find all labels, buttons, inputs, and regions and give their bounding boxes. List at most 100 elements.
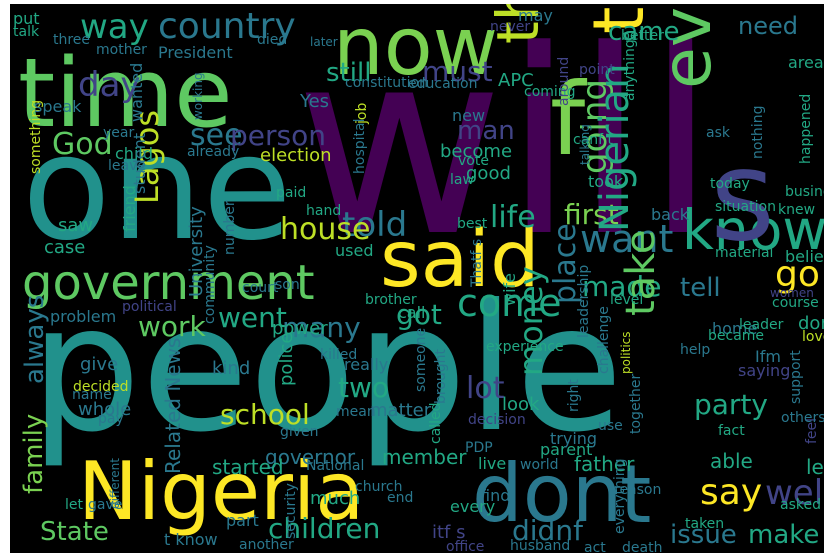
cloud-word: still: [326, 58, 371, 88]
cloud-word: want: [580, 217, 673, 261]
cloud-word: University: [186, 206, 207, 297]
cloud-word: t: [620, 448, 651, 541]
cloud-word: name: [72, 387, 112, 403]
cloud-word: three: [53, 32, 90, 48]
cloud-word: father: [574, 452, 635, 476]
cloud-word: now: [333, 4, 498, 93]
cloud-word: happened: [798, 94, 814, 164]
cloud-word: case: [44, 237, 85, 258]
cloud-word: place: [548, 223, 583, 304]
cloud-word: speak: [34, 97, 82, 116]
cloud-word: better: [621, 28, 664, 44]
cloud-word: even: [648, 4, 727, 89]
cloud-word: started: [212, 455, 284, 479]
cloud-word: family: [19, 414, 49, 494]
cloud-word: brought: [433, 348, 449, 404]
cloud-word: member: [382, 445, 467, 469]
cloud-word: anything: [622, 39, 638, 101]
cloud-word: done: [798, 313, 824, 334]
cloud-word: politics: [619, 331, 633, 374]
cloud-word: police: [276, 333, 297, 386]
cloud-word: today: [710, 176, 750, 192]
cloud-word: problem: [50, 307, 116, 326]
cloud-word: friend: [120, 185, 139, 232]
cloud-word: church: [355, 479, 402, 495]
cloud-word: husband: [510, 538, 570, 553]
cloud-word: never: [490, 19, 530, 35]
cloud-word: God: [52, 127, 113, 162]
cloud-word: pay: [98, 411, 124, 427]
cloud-word: situation: [715, 199, 776, 215]
cloud-word: went: [218, 301, 287, 334]
cloud-word: really: [344, 355, 388, 374]
cloud-word: taken: [685, 516, 724, 532]
cloud-word: Ifm: [755, 347, 781, 366]
cloud-word: paid: [276, 185, 306, 201]
cloud-word: community: [202, 245, 218, 324]
cloud-word: different: [108, 458, 122, 509]
cloud-word: mother: [96, 42, 147, 58]
cloud-word: find: [480, 486, 510, 505]
cloud-word: wife: [500, 273, 519, 306]
cloud-word: year: [103, 125, 134, 141]
cloud-word: way: [80, 7, 149, 47]
cloud-word: around: [556, 57, 572, 106]
cloud-word: experience: [486, 339, 564, 355]
cloud-word: mean: [336, 404, 376, 420]
cloud-word: another: [239, 537, 294, 553]
cloud-word: level: [610, 292, 643, 308]
cloud-word: asked: [780, 497, 821, 513]
cloud-word: party: [694, 388, 768, 421]
cloud-word: didnf: [512, 514, 584, 547]
cloud-word: nothing: [750, 106, 766, 159]
cloud-word: look: [502, 394, 540, 415]
cloud-word: time: [18, 39, 233, 149]
cloud-word: see: [190, 118, 243, 153]
cloud-word: election: [260, 145, 332, 166]
cloud-word: talk: [13, 24, 40, 40]
cloud-word: number: [222, 200, 238, 255]
cloud-word: trying: [550, 429, 597, 448]
cloud-word: good: [466, 163, 511, 184]
cloud-word: think: [484, 4, 552, 44]
cloud-word: many: [282, 311, 361, 344]
cloud-word: already: [187, 144, 239, 160]
cloud-word: come: [457, 281, 562, 325]
cloud-word: lot: [466, 371, 505, 406]
cloud-word: let: [65, 497, 84, 513]
cloud-word: something: [28, 100, 44, 174]
cloud-word: must: [422, 55, 493, 88]
cloud-word: put: [13, 9, 40, 28]
cloud-word: came: [608, 17, 680, 47]
cloud-word: Lagos: [128, 110, 166, 204]
cloud-word: itf s: [432, 522, 466, 543]
cloud-word: business: [785, 184, 824, 200]
cloud-word: right: [566, 379, 582, 412]
cloud-word: governor: [265, 445, 356, 469]
cloud-word: Nigerian: [592, 64, 638, 232]
cloud-word: issue: [670, 520, 737, 550]
cloud-word: decision: [468, 412, 526, 428]
cloud-word: give: [80, 354, 118, 375]
cloud-word: vote: [458, 153, 489, 169]
cloud-word: one: [22, 104, 292, 273]
cloud-word: saying: [738, 361, 790, 380]
cloud-word: kind: [212, 358, 250, 379]
cloud-word: will: [295, 4, 716, 293]
cloud-word: Thatf s: [469, 239, 485, 288]
cloud-word: able: [710, 449, 753, 473]
cloud-word: hospital: [352, 119, 368, 174]
cloud-word: women: [770, 286, 814, 300]
cloud-word: school: [220, 398, 310, 431]
cloud-word: wanted: [127, 63, 146, 122]
cloud-word: may: [518, 6, 553, 25]
cloud-word: everything: [612, 458, 628, 534]
cloud-word: saw: [58, 215, 93, 236]
cloud-word: act: [584, 540, 606, 553]
cloud-word: leadership: [576, 265, 592, 338]
cloud-word: student: [130, 133, 149, 194]
cloud-word: f: [550, 61, 588, 178]
cloud-word: National: [306, 458, 364, 474]
cloud-word: take: [618, 229, 664, 316]
cloud-word: office: [446, 539, 484, 553]
